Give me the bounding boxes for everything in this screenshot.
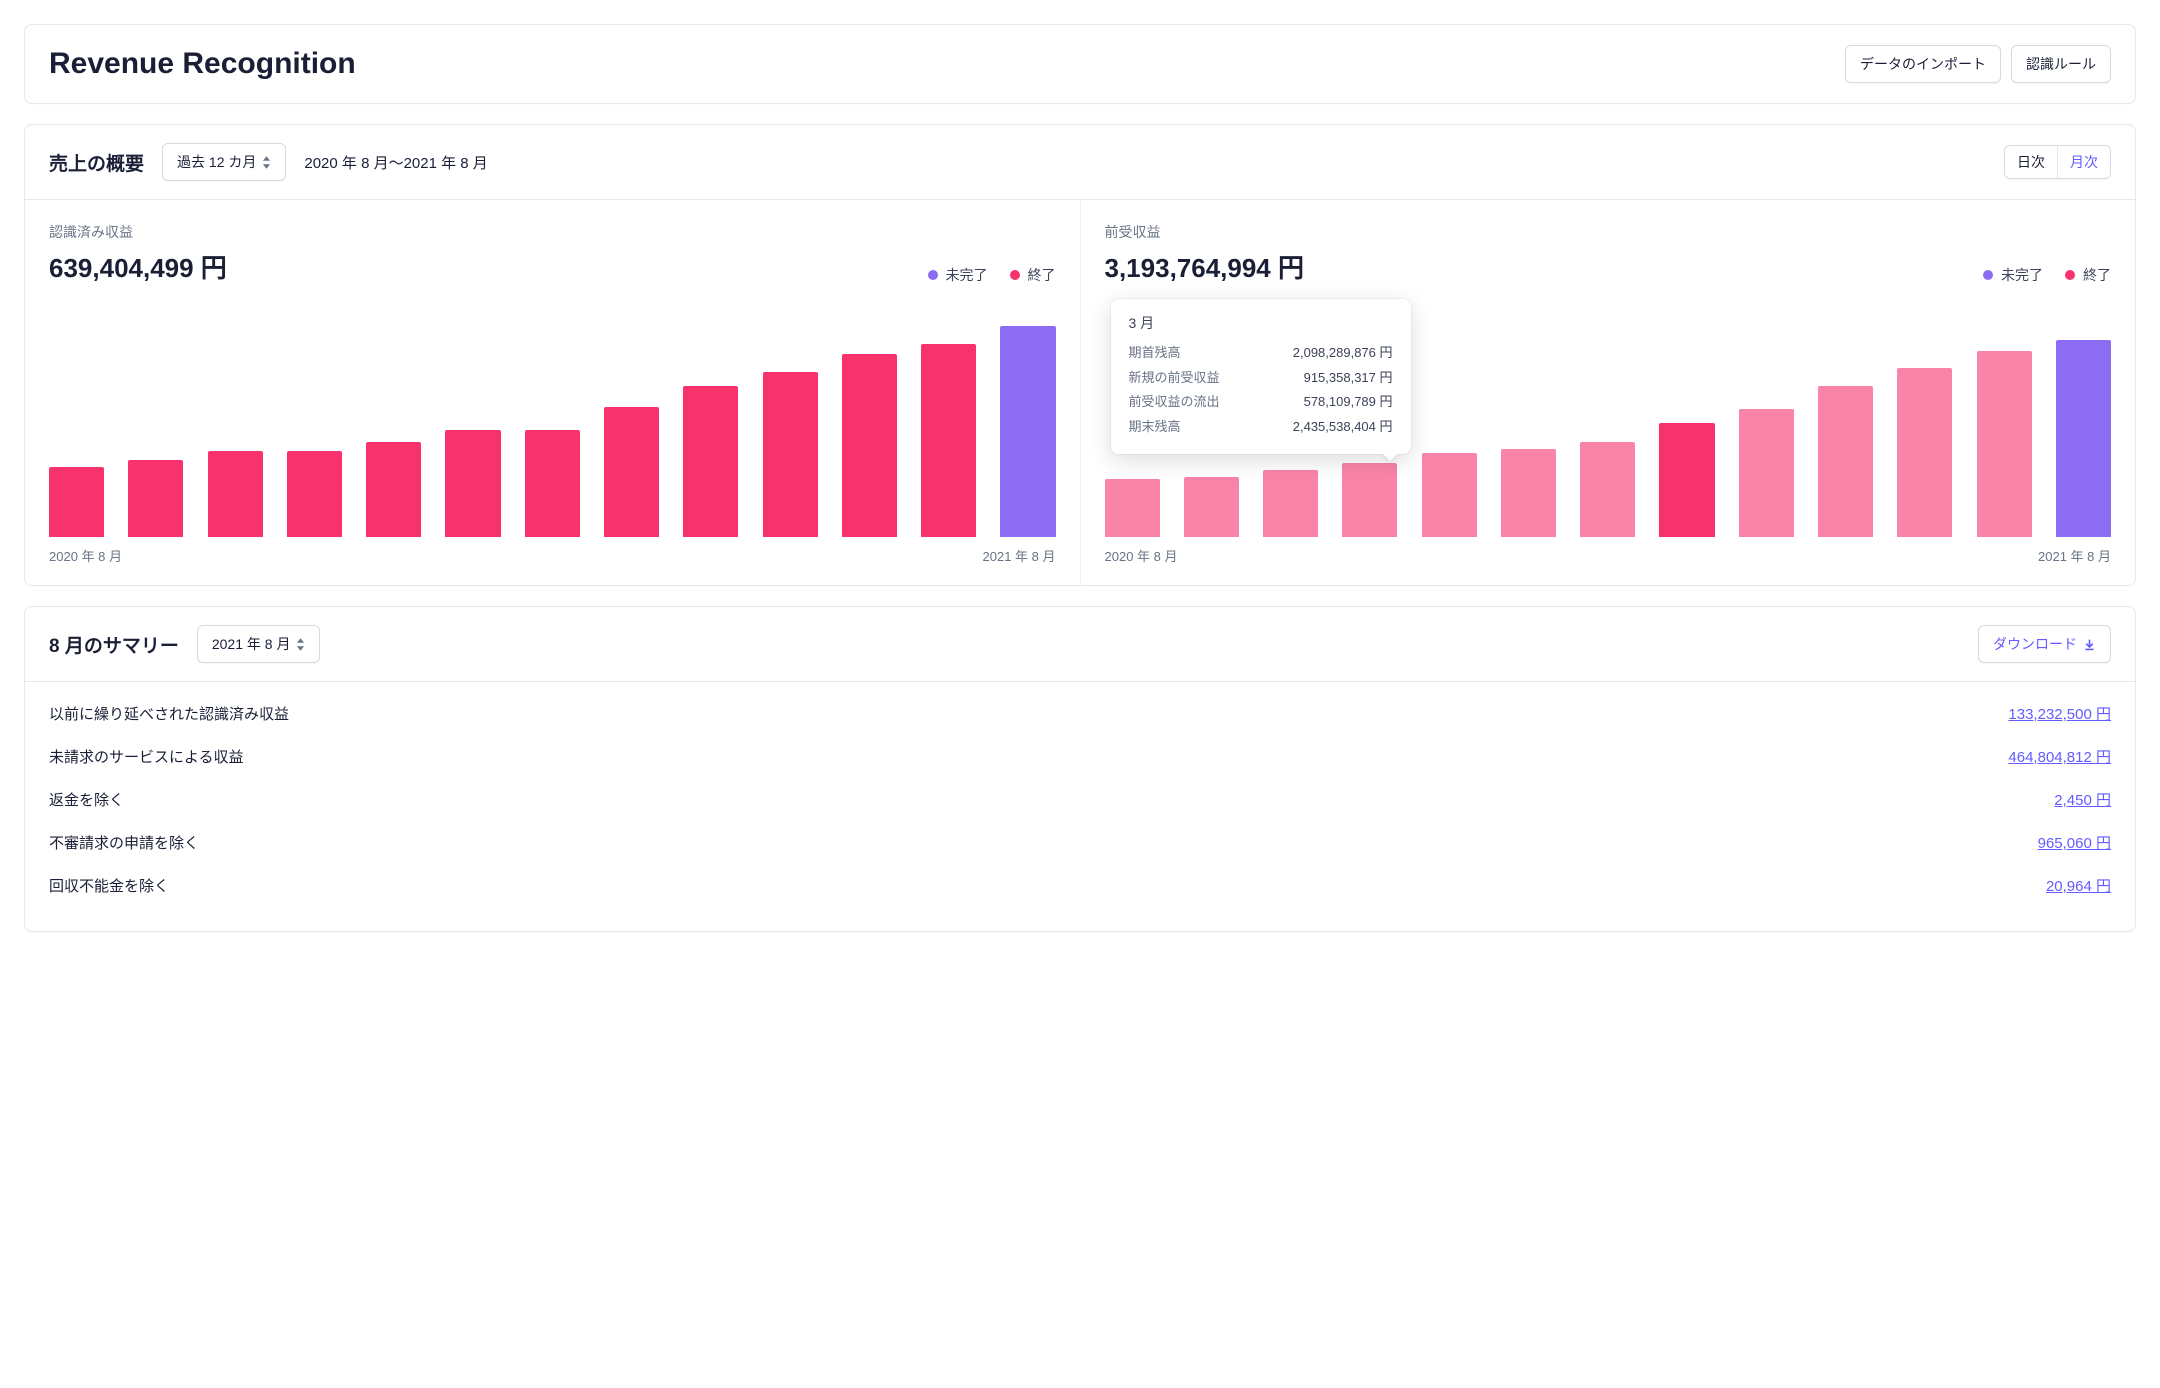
tooltip-row: 期末残高2,435,538,404 円 [1129,415,1393,440]
chart-bar[interactable] [604,407,659,537]
tooltip-title: 3 月 [1129,313,1393,333]
month-selector-button[interactable]: 2021 年 8 月 [197,625,321,663]
chart-bar[interactable] [683,386,738,537]
summary-row: 以前に繰り延べされた認識済み収益 133,232,500 円 [49,692,2111,735]
summary-row-label: 未請求のサービスによる収益 [49,746,244,767]
import-data-button[interactable]: データのインポート [1845,45,2001,83]
seg-monthly-button[interactable]: 月次 [2057,146,2110,178]
recognized-chart: 2020 年 8 月 2021 年 8 月 [49,305,1056,565]
summary-list: 以前に繰り延べされた認識済み収益 133,232,500 円未請求のサービスによる… [25,682,2135,931]
chart-bar[interactable] [366,442,421,537]
deferred-chart: 2020 年 8 月 2021 年 8 月 3 月 期首残高2,098,289,… [1105,305,2112,565]
chart-bar[interactable] [2056,340,2111,537]
summary-row-label: 返金を除く [49,789,124,810]
deferred-label: 前受収益 [1105,222,1305,242]
legend-open: 未完了 [928,265,988,285]
summary-row: 返金を除く 2,450 円 [49,778,2111,821]
overview-title: 売上の概要 [49,149,144,176]
dot-purple-icon [928,270,938,280]
chart-bar[interactable] [445,430,500,537]
updown-icon [296,638,305,651]
chart-bar[interactable] [1501,449,1556,537]
download-icon [2083,638,2096,651]
chart-bar[interactable] [1000,326,1055,537]
summary-row: 回収不能金を除く 20,964 円 [49,864,2111,907]
updown-icon [262,156,271,169]
chart-bar[interactable] [208,451,263,537]
xaxis-end: 2021 年 8 月 [983,546,1056,565]
overview-header: 売上の概要 過去 12 カ月 2020 年 8 月～2021 年 8 月 日次 … [25,125,2135,200]
summary-row-label: 不審請求の申請を除く [49,832,199,853]
summary-row-label: 以前に繰り延べされた認識済み収益 [49,703,289,724]
chart-bar[interactable] [1184,477,1239,537]
chart-bar[interactable] [1580,442,1635,537]
chart-bar[interactable] [921,344,976,537]
recognized-revenue-panel: 認識済み収益 639,404,499 円 未完了 終了 [25,200,1080,585]
chart-tooltip: 3 月 期首残高2,098,289,876 円新規の前受収益915,358,31… [1111,299,1411,454]
legend-open-r: 未完了 [1983,265,2043,285]
granularity-toggle: 日次 月次 [2004,145,2111,179]
chart-bar[interactable] [1342,463,1397,537]
range-selector-button[interactable]: 過去 12 カ月 [162,143,286,181]
page-header: Revenue Recognition データのインポート 認識ルール [24,24,2136,104]
chart-bar[interactable] [1977,351,2032,537]
xaxis-start-r: 2020 年 8 月 [1105,546,1178,565]
summary-row-amount[interactable]: 133,232,500 円 [2008,703,2111,724]
chart-bar[interactable] [1422,453,1477,537]
chart-bar[interactable] [287,451,342,537]
download-button[interactable]: ダウンロード [1978,625,2111,663]
page-title: Revenue Recognition [49,47,356,81]
summary-row-amount[interactable]: 464,804,812 円 [2008,746,2111,767]
summary-row-amount[interactable]: 2,450 円 [2054,789,2111,810]
summary-row: 未請求のサービスによる収益 464,804,812 円 [49,735,2111,778]
chart-bar[interactable] [1659,423,1714,537]
deferred-revenue-panel: 前受収益 3,193,764,994 円 未完了 終了 [1080,200,2136,585]
summary-card: 8 月のサマリー 2021 年 8 月 ダウンロード 以前に繰り延べされた認識済… [24,606,2136,932]
chart-bar[interactable] [763,372,818,537]
month-selector-label: 2021 年 8 月 [212,634,291,654]
chart-bar[interactable] [1105,479,1160,537]
dot-pink-icon [2065,270,2075,280]
summary-row: 不審請求の申請を除く 965,060 円 [49,821,2111,864]
summary-row-amount[interactable]: 20,964 円 [2046,875,2111,896]
header-actions: データのインポート 認識ルール [1845,45,2111,83]
recognition-rules-button[interactable]: 認識ルール [2011,45,2111,83]
chart-bar[interactable] [1739,409,1794,537]
summary-row-amount[interactable]: 965,060 円 [2038,832,2111,853]
chart-bar[interactable] [1263,470,1318,537]
charts-row: 認識済み収益 639,404,499 円 未完了 終了 [25,200,2135,585]
download-label: ダウンロード [1993,634,2077,654]
dot-pink-icon [1010,270,1020,280]
legend-right: 未完了 終了 [1983,265,2111,285]
legend-left: 未完了 終了 [928,265,1056,285]
chart-bar[interactable] [842,354,897,537]
recognized-label: 認識済み収益 [49,222,227,242]
summary-title: 8 月のサマリー [49,631,179,658]
dot-purple-icon [1983,270,1993,280]
tooltip-row: 期首残高2,098,289,876 円 [1129,341,1393,366]
recognized-value: 639,404,499 円 [49,248,227,285]
deferred-value: 3,193,764,994 円 [1105,248,1305,285]
summary-header: 8 月のサマリー 2021 年 8 月 ダウンロード [25,607,2135,682]
chart-bar[interactable] [1818,386,1873,537]
overview-card: 売上の概要 過去 12 カ月 2020 年 8 月～2021 年 8 月 日次 … [24,124,2136,586]
xaxis-start: 2020 年 8 月 [49,546,122,565]
xaxis-end-r: 2021 年 8 月 [2038,546,2111,565]
summary-row-label: 回収不能金を除く [49,875,169,896]
range-text: 2020 年 8 月～2021 年 8 月 [304,152,487,173]
tooltip-row: 新規の前受収益915,358,317 円 [1129,366,1393,391]
legend-closed: 終了 [1010,265,1056,285]
legend-closed-r: 終了 [2065,265,2111,285]
chart-bar[interactable] [49,467,104,537]
tooltip-row: 前受収益の流出578,109,789 円 [1129,390,1393,415]
chart-bar[interactable] [128,460,183,537]
seg-daily-button[interactable]: 日次 [2005,146,2057,178]
range-selector-label: 過去 12 カ月 [177,152,256,172]
chart-bar[interactable] [1897,368,1952,537]
chart-bar[interactable] [525,430,580,537]
